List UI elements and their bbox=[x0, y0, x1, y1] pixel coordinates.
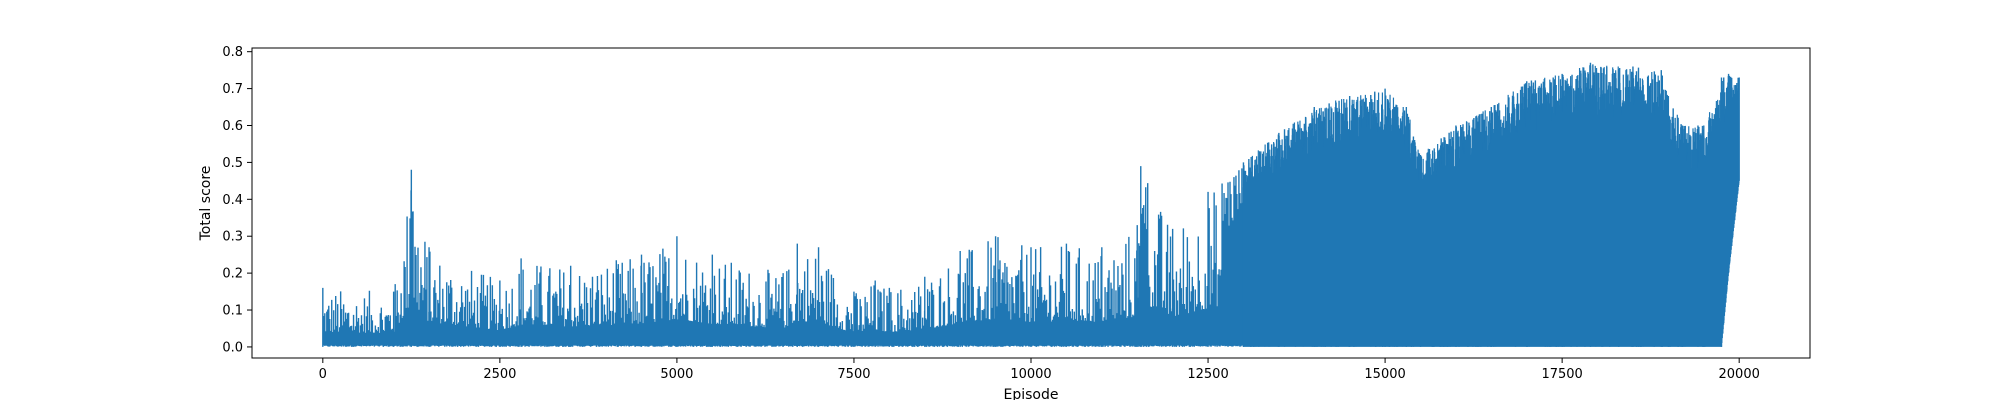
plot-area bbox=[322, 62, 1740, 347]
y-tick-label: 0.6 bbox=[222, 119, 243, 134]
series-dense-region bbox=[1242, 65, 1740, 347]
y-tick-label: 0.3 bbox=[222, 230, 243, 245]
y-axis: 0.0 0.1 0.2 0.3 0.4 0.5 0.6 0.7 0.8 bbox=[222, 45, 252, 355]
y-tick-label: 0.5 bbox=[222, 156, 243, 171]
y-tick-label: 0.4 bbox=[222, 193, 243, 208]
x-tick-label: 10000 bbox=[1010, 367, 1051, 382]
x-tick-label: 2500 bbox=[483, 367, 516, 382]
x-tick-label: 15000 bbox=[1364, 367, 1405, 382]
x-axis: 0 2500 5000 7500 10000 12500 15000 17500 20000 bbox=[319, 358, 1760, 382]
y-tick-label: 0.1 bbox=[222, 304, 243, 319]
y-axis-label: Total score bbox=[198, 166, 214, 242]
x-tick-label: 12500 bbox=[1187, 367, 1228, 382]
x-axis-label: Episode bbox=[1004, 387, 1059, 400]
y-tick-label: 0.2 bbox=[222, 267, 243, 282]
x-tick-label: 5000 bbox=[660, 367, 693, 382]
y-tick-label: 0.7 bbox=[222, 82, 243, 97]
x-tick-label: 7500 bbox=[837, 367, 870, 382]
x-tick-label: 20000 bbox=[1719, 367, 1760, 382]
x-tick-label: 0 bbox=[319, 367, 327, 382]
y-tick-label: 0.8 bbox=[222, 45, 243, 60]
y-tick-label: 0.0 bbox=[222, 340, 243, 355]
x-tick-label: 17500 bbox=[1541, 367, 1582, 382]
